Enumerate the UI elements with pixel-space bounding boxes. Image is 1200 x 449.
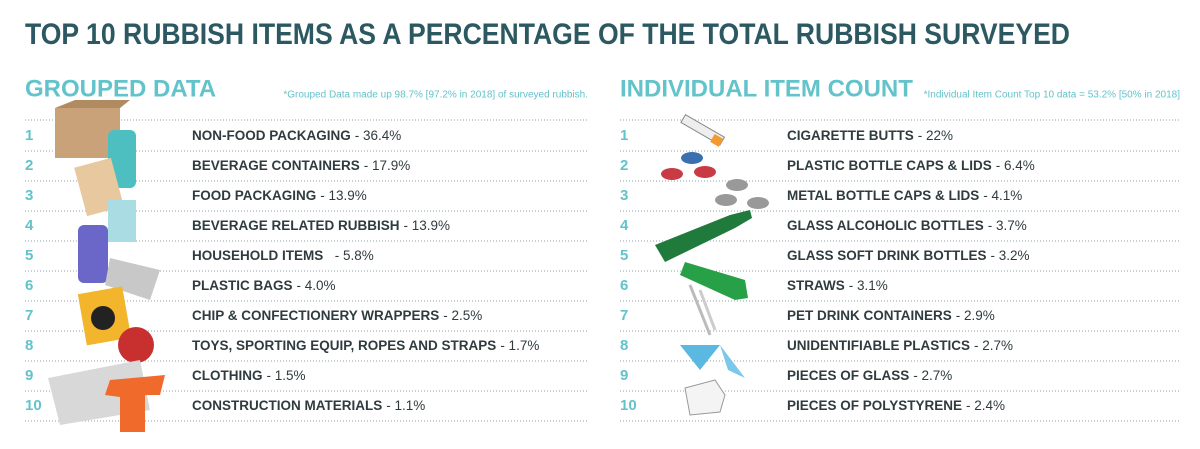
item-name: PLASTIC BOTTLE CAPS & LIDS (787, 158, 992, 173)
section-note: *Grouped Data made up 98.7% [97.2% in 20… (283, 90, 588, 101)
rank: 2 (25, 157, 33, 174)
item-label: BEVERAGE RELATED RUBBISH - 13.9% (192, 218, 450, 233)
rank: 9 (25, 367, 33, 384)
item-label: PET DRINK CONTAINERS - 2.9% (787, 308, 995, 323)
item-label: CIGARETTE BUTTS - 22% (787, 128, 953, 143)
rank: 7 (25, 307, 33, 324)
item-value: - 1.7% (500, 338, 539, 353)
item-name: BEVERAGE RELATED RUBBISH (192, 218, 400, 233)
item-value: - 4.1% (983, 188, 1022, 203)
item-value: - 2.5% (443, 308, 482, 323)
item-name: PIECES OF GLASS (787, 368, 909, 383)
item-label: HOUSEHOLD ITEMS - 5.8% (192, 248, 374, 263)
rank: 4 (620, 217, 629, 234)
item-value: - 4.0% (297, 278, 336, 293)
item-value: - 6.4% (996, 158, 1035, 173)
rank: 8 (25, 337, 33, 354)
item-value: - 2.7% (913, 368, 952, 383)
item-value: - 2.4% (966, 398, 1005, 413)
item-label: PIECES OF GLASS - 2.7% (787, 368, 952, 383)
item-value: - 22% (918, 128, 953, 143)
item-label: FOOD PACKAGING - 13.9% (192, 188, 367, 203)
rank: 1 (620, 127, 628, 144)
rank: 5 (620, 247, 628, 264)
rank: 5 (25, 247, 33, 264)
item-value: - 3.7% (988, 218, 1027, 233)
item-value: - 1.5% (267, 368, 306, 383)
item-name: BEVERAGE CONTAINERS (192, 158, 360, 173)
rank: 8 (620, 337, 628, 354)
item-label: CONSTRUCTION MATERIALS - 1.1% (192, 398, 425, 413)
item-value: - 17.9% (364, 158, 411, 173)
item-value: - 2.9% (956, 308, 995, 323)
rank: 7 (620, 307, 628, 324)
item-label: GLASS SOFT DRINK BOTTLES - 3.2% (787, 248, 1030, 263)
item-value: - 13.9% (404, 218, 451, 233)
item-name: CHIP & CONFECTIONERY WRAPPERS (192, 308, 439, 323)
rank: 4 (25, 217, 34, 234)
rank: 3 (620, 187, 628, 204)
item-label: PLASTIC BOTTLE CAPS & LIDS - 6.4% (787, 158, 1035, 173)
illustrations (48, 100, 769, 432)
item-value: - 13.9% (320, 188, 367, 203)
rank: 10 (620, 397, 637, 414)
item-label: METAL BOTTLE CAPS & LIDS - 4.1% (787, 188, 1022, 203)
item-name: TOYS, SPORTING EQUIP, ROPES AND STRAPS (192, 338, 496, 353)
item-label: TOYS, SPORTING EQUIP, ROPES AND STRAPS - … (192, 338, 539, 353)
rank: 9 (620, 367, 628, 384)
item-label: NON-FOOD PACKAGING - 36.4% (192, 128, 401, 143)
item-label: GLASS ALCOHOLIC BOTTLES - 3.7% (787, 218, 1027, 233)
rank: 3 (25, 187, 33, 204)
rank: 2 (620, 157, 628, 174)
item-value: - 2.7% (974, 338, 1013, 353)
item-label: PIECES OF POLYSTYRENE - 2.4% (787, 398, 1005, 413)
rank: 10 (25, 397, 42, 414)
item-value: - 3.1% (849, 278, 888, 293)
item-value: - 1.1% (386, 398, 425, 413)
item-value: - 5.8% (331, 248, 374, 263)
item-name: NON-FOOD PACKAGING (192, 128, 351, 143)
item-name: STRAWS (787, 278, 845, 293)
item-name: GLASS ALCOHOLIC BOTTLES (787, 218, 984, 233)
item-label: CLOTHING - 1.5% (192, 368, 306, 383)
item-name: GLASS SOFT DRINK BOTTLES (787, 248, 987, 263)
item-value: - 3.2% (991, 248, 1030, 263)
section-note: *Individual Item Count Top 10 data = 53.… (924, 90, 1181, 101)
item-name: PIECES OF POLYSTYRENE (787, 398, 962, 413)
section-title: GROUPED DATA (25, 75, 216, 102)
item-name: UNIDENTIFIABLE PLASTICS (787, 338, 970, 353)
item-name: METAL BOTTLE CAPS & LIDS (787, 188, 979, 203)
item-name: FOOD PACKAGING (192, 188, 316, 203)
item-name: HOUSEHOLD ITEMS (192, 248, 327, 263)
item-label: UNIDENTIFIABLE PLASTICS - 2.7% (787, 338, 1013, 353)
item-label: STRAWS - 3.1% (787, 278, 888, 293)
item-label: PLASTIC BAGS - 4.0% (192, 278, 336, 293)
rank: 6 (25, 277, 33, 294)
item-name: PET DRINK CONTAINERS (787, 308, 952, 323)
item-label: CHIP & CONFECTIONERY WRAPPERS - 2.5% (192, 308, 482, 323)
item-label: BEVERAGE CONTAINERS - 17.9% (192, 158, 410, 173)
page-title: TOP 10 RUBBISH ITEMS AS A PERCENTAGE OF … (25, 18, 1070, 51)
rank: 1 (25, 127, 33, 144)
item-name: PLASTIC BAGS (192, 278, 293, 293)
item-name: CIGARETTE BUTTS (787, 128, 914, 143)
section-title: INDIVIDUAL ITEM COUNT (620, 75, 913, 102)
item-name: CLOTHING (192, 368, 263, 383)
rank: 6 (620, 277, 628, 294)
item-value: - 36.4% (355, 128, 402, 143)
item-name: CONSTRUCTION MATERIALS (192, 398, 382, 413)
